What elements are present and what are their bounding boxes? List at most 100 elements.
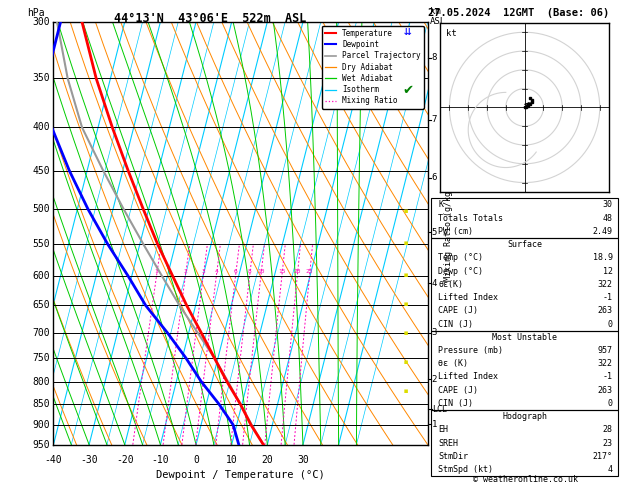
Text: 25: 25 [306,269,313,274]
Text: 18.9: 18.9 [593,253,613,262]
Text: 2: 2 [431,375,437,384]
Text: 27.05.2024  12GMT  (Base: 06): 27.05.2024 12GMT (Base: 06) [428,8,610,18]
Text: 263: 263 [598,306,613,315]
Text: LCL: LCL [433,404,448,414]
Text: ASL: ASL [430,17,446,26]
Text: ◼: ◼ [404,388,408,394]
Bar [431,330,618,410]
Text: CIN (J): CIN (J) [438,399,474,408]
Text: 20: 20 [262,455,273,465]
Text: StmSpd (kt): StmSpd (kt) [438,465,493,474]
Text: Hodograph: Hodograph [502,412,547,421]
Text: 8: 8 [431,53,437,62]
Bar [431,410,618,476]
Text: 322: 322 [598,280,613,289]
Text: ◼: ◼ [404,330,408,336]
Text: 700: 700 [32,328,50,338]
Text: 10: 10 [226,455,238,465]
Text: 400: 400 [32,122,50,132]
Text: 44°13'N  43°06'E  522m  ASL: 44°13'N 43°06'E 522m ASL [114,12,307,25]
Text: 10: 10 [257,269,265,274]
Text: 0: 0 [608,320,613,329]
Text: -1: -1 [603,372,613,382]
Text: Most Unstable: Most Unstable [492,333,557,342]
Text: 1: 1 [155,269,159,274]
Text: ◼: ◼ [404,208,408,214]
Text: 350: 350 [32,73,50,84]
Text: 0: 0 [193,455,199,465]
Text: CIN (J): CIN (J) [438,320,474,329]
Text: 950: 950 [32,440,50,450]
Text: 30: 30 [603,200,613,209]
Text: km: km [430,6,440,16]
Text: 2.49: 2.49 [593,227,613,236]
Text: EH: EH [438,425,448,434]
Text: θε(K): θε(K) [438,280,464,289]
Text: -1: -1 [603,293,613,302]
Text: K: K [438,200,443,209]
Text: Lifted Index: Lifted Index [438,372,498,382]
Text: hPa: hPa [27,8,45,17]
Text: Temp (°C): Temp (°C) [438,253,483,262]
Text: ✔: ✔ [403,83,412,97]
Text: 8: 8 [248,269,252,274]
Text: 6: 6 [431,174,437,182]
Text: kt: kt [446,29,457,38]
Text: 957: 957 [598,346,613,355]
Text: 900: 900 [32,420,50,430]
Text: StmDir: StmDir [438,452,469,461]
Text: 450: 450 [32,166,50,175]
Text: 23: 23 [603,439,613,448]
Legend: Temperature, Dewpoint, Parcel Trajectory, Dry Adiabat, Wet Adiabat, Isotherm, Mi: Temperature, Dewpoint, Parcel Trajectory… [321,26,424,108]
Text: 217°: 217° [593,452,613,461]
Text: ⇊: ⇊ [404,25,411,38]
Text: -30: -30 [81,455,98,465]
Text: Totals Totals: Totals Totals [438,214,503,223]
Text: 800: 800 [32,377,50,387]
Text: ◼: ◼ [404,240,408,246]
Bar [431,238,618,330]
Text: Dewp (°C): Dewp (°C) [438,267,483,276]
Text: 15: 15 [278,269,286,274]
Text: 1: 1 [431,419,437,429]
Text: 28: 28 [603,425,613,434]
Text: 7: 7 [431,116,437,124]
Text: ◼: ◼ [404,301,408,307]
Text: 20: 20 [294,269,301,274]
Text: 263: 263 [598,386,613,395]
Text: -10: -10 [152,455,169,465]
Text: 3: 3 [431,328,437,337]
Text: 4: 4 [608,465,613,474]
Text: 600: 600 [32,271,50,281]
Text: ◼: ◼ [404,359,408,365]
Text: 6: 6 [233,269,237,274]
Text: Lifted Index: Lifted Index [438,293,498,302]
Text: Surface: Surface [507,240,542,249]
Text: 650: 650 [32,300,50,311]
Text: 4: 4 [214,269,218,274]
Text: Dewpoint / Temperature (°C): Dewpoint / Temperature (°C) [156,470,325,480]
Text: 850: 850 [32,399,50,409]
Text: 48: 48 [603,214,613,223]
Text: ◼: ◼ [404,272,408,278]
Text: -40: -40 [45,455,62,465]
Text: 3: 3 [201,269,205,274]
Text: 30: 30 [297,455,309,465]
Text: 0: 0 [608,399,613,408]
Text: 322: 322 [598,359,613,368]
Text: PW (cm): PW (cm) [438,227,474,236]
Text: 550: 550 [32,239,50,249]
Text: 750: 750 [32,353,50,363]
Text: 2: 2 [184,269,187,274]
Text: 12: 12 [603,267,613,276]
Text: Pressure (mb): Pressure (mb) [438,346,503,355]
Text: Mixing Ratio (g/kg): Mixing Ratio (g/kg) [444,186,453,281]
Text: © weatheronline.co.uk: © weatheronline.co.uk [473,474,577,484]
Text: 500: 500 [32,204,50,214]
Text: 300: 300 [32,17,50,27]
Text: -20: -20 [116,455,133,465]
Bar [431,198,618,238]
Text: 5: 5 [431,227,437,237]
Text: 4: 4 [431,279,437,288]
Text: CAPE (J): CAPE (J) [438,386,479,395]
